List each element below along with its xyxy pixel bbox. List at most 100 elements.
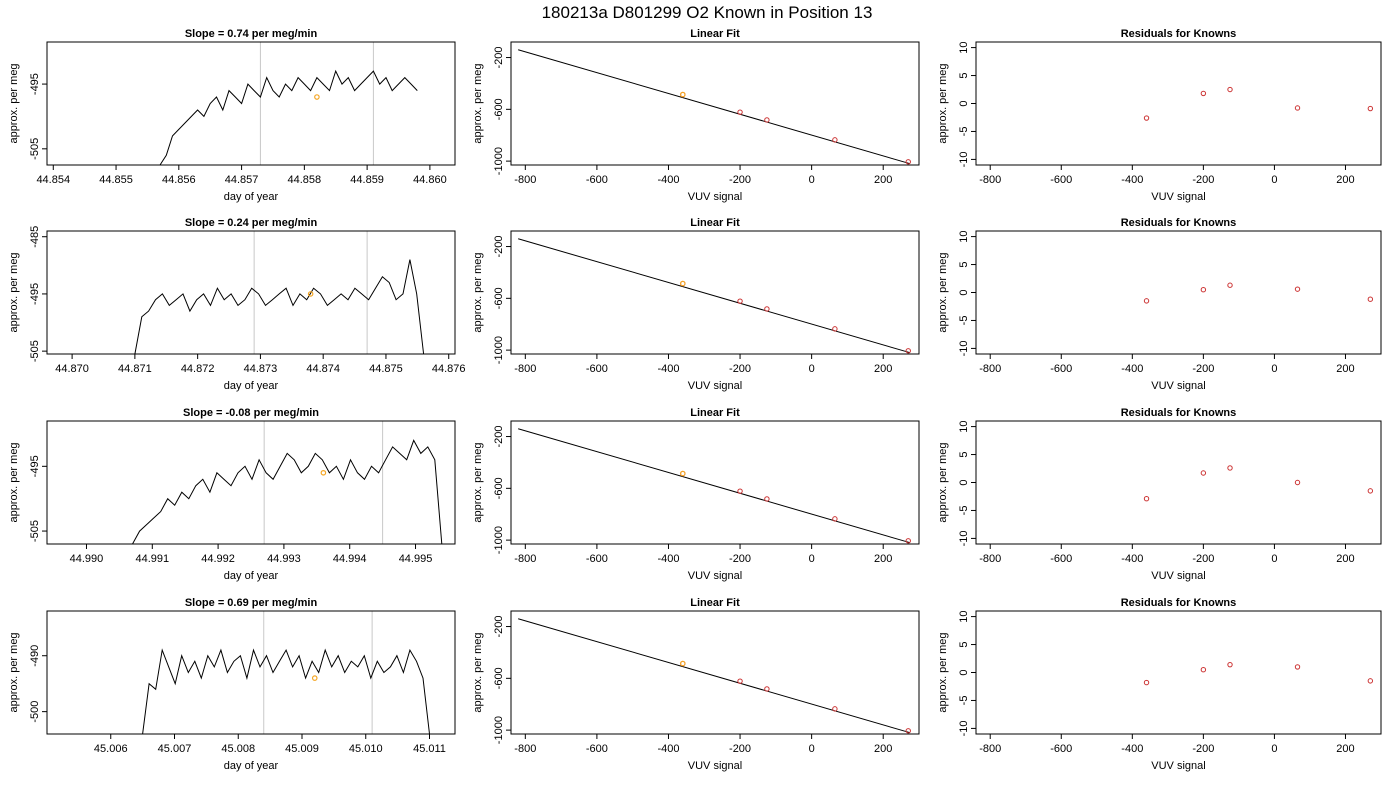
y-axis-label: approx. per meg [472, 252, 484, 332]
y-axis-label: approx. per meg [472, 442, 484, 522]
data-point [1143, 115, 1150, 121]
x-axis-label: VUV signal [688, 191, 742, 203]
x-tick-label: 200 [1336, 174, 1354, 186]
x-tick-label: -600 [586, 363, 608, 375]
x-tick-label: 45.008 [221, 743, 255, 755]
data-point [1227, 465, 1233, 471]
data-point [1227, 282, 1233, 288]
x-tick-label: -400 [1121, 174, 1143, 186]
x-tick-label: 45.009 [285, 743, 319, 755]
y-axis-label: approx. per meg [937, 632, 949, 712]
x-tick-label: 200 [874, 363, 892, 375]
x-axis-label: VUV signal [688, 760, 742, 772]
x-tick-label: 44.870 [55, 363, 89, 375]
highlight-point [314, 94, 320, 100]
y-axis-label: approx. per meg [937, 252, 949, 332]
fit-line [518, 428, 911, 544]
panel-3-2: Linear Fit -800 -600 -400 -200 0 200 -200 -600 -1… [472, 407, 920, 582]
panel-1-2: Linear Fit -800 -600 -400 -200 0 200 -200 -600 -1… [472, 28, 920, 203]
x-axis-label: day of year [224, 191, 279, 203]
panel-title: Residuals for Knowns [1121, 407, 1237, 419]
panel-4-1: Slope = 0.69 per meg/min 45.006 45.007 45.0… [8, 597, 456, 772]
plot-frame [510, 41, 920, 166]
data-point [1200, 470, 1207, 476]
y-tick-label: -10 [958, 530, 970, 546]
x-tick-label: -600 [1050, 553, 1072, 565]
y-tick-label: 10 [958, 41, 970, 53]
panel-title: Linear Fit [690, 217, 740, 229]
y-tick-label: 5 [958, 72, 970, 78]
x-tick-label: 200 [1336, 743, 1354, 755]
panel-title: Residuals for Knowns [1121, 28, 1237, 40]
y-tick-label: 10 [958, 420, 970, 432]
highlight-point [679, 280, 686, 287]
panel-4-2: Linear Fit -800 -600 -400 -200 0 200 -200 -600 -1… [472, 597, 920, 772]
panel-title: Linear Fit [690, 28, 740, 40]
x-tick-label: 45.010 [349, 743, 383, 755]
y-tick-label: 10 [958, 230, 970, 242]
series-line [159, 69, 418, 165]
y-tick-label: -600 [493, 667, 505, 689]
panel-1-1: Slope = 0.74 per meg/min 44.854 44.855 44.8… [8, 28, 456, 203]
x-tick-label: -600 [586, 743, 608, 755]
fit-line [518, 238, 911, 354]
y-tick-label: -490 [29, 645, 41, 667]
y-axis-label: approx. per meg [8, 252, 20, 332]
x-tick-label: 44.854 [36, 174, 70, 186]
x-tick-label: 44.875 [369, 363, 403, 375]
x-tick-label: 0 [809, 363, 815, 375]
y-tick-label: -505 [29, 340, 41, 362]
y-axis-label: approx. per meg [937, 442, 949, 522]
y-tick-label: 10 [958, 610, 970, 622]
data-point [1294, 479, 1301, 486]
x-tick-label: -400 [1121, 553, 1143, 565]
y-tick-label: 5 [958, 641, 970, 647]
x-tick-label: -200 [1192, 363, 1214, 375]
y-tick-label: -505 [29, 138, 41, 160]
data-point [1294, 105, 1301, 111]
x-tick-label: -400 [657, 174, 679, 186]
x-tick-label: 44.859 [350, 174, 384, 186]
panel-1-3: Residuals for Knowns -800 -600 -400 -200 0 200… [937, 28, 1382, 203]
panel-title: Slope = -0.08 per meg/min [183, 407, 319, 419]
x-tick-label: -800 [979, 174, 1001, 186]
x-tick-label: -400 [657, 743, 679, 755]
y-tick-label: -5 [958, 316, 970, 326]
x-axis-label: VUV signal [1151, 191, 1205, 203]
highlight-point [320, 469, 327, 476]
data-point [832, 137, 838, 143]
fit-line [518, 618, 911, 734]
x-tick-label: -400 [657, 553, 679, 565]
x-axis-label: VUV signal [1151, 760, 1205, 772]
x-tick-label: 45.011 [413, 743, 446, 755]
x-tick-label: -800 [514, 174, 536, 186]
panel-title: Slope = 0.24 per meg/min [185, 217, 318, 229]
plot-frame [46, 610, 456, 735]
y-tick-label: -505 [29, 520, 41, 542]
x-tick-label: -600 [586, 174, 608, 186]
x-tick-label: 44.993 [267, 553, 301, 565]
plot-frame [975, 610, 1382, 735]
y-tick-label: -200 [493, 47, 505, 69]
data-point [905, 538, 911, 544]
plot-frame [510, 230, 920, 355]
plot-frame [975, 230, 1382, 355]
data-point [1143, 298, 1150, 304]
y-tick-label: 5 [958, 451, 970, 457]
x-tick-label: -200 [729, 363, 751, 375]
data-point [905, 159, 911, 165]
x-tick-label: 44.871 [118, 363, 152, 375]
series-line [142, 648, 430, 734]
y-tick-label: -200 [493, 426, 505, 448]
y-axis-label: approx. per meg [937, 63, 949, 143]
data-point [737, 488, 743, 494]
x-tick-label: 45.006 [94, 743, 128, 755]
x-tick-label: 44.991 [135, 553, 169, 565]
series-line [134, 259, 425, 354]
y-tick-label: -485 [29, 226, 41, 248]
x-tick-label: 44.855 [99, 174, 133, 186]
x-tick-label: 44.994 [333, 553, 367, 565]
y-tick-label: -500 [29, 701, 41, 723]
x-tick-label: 200 [874, 553, 892, 565]
x-tick-label: -600 [1050, 363, 1072, 375]
